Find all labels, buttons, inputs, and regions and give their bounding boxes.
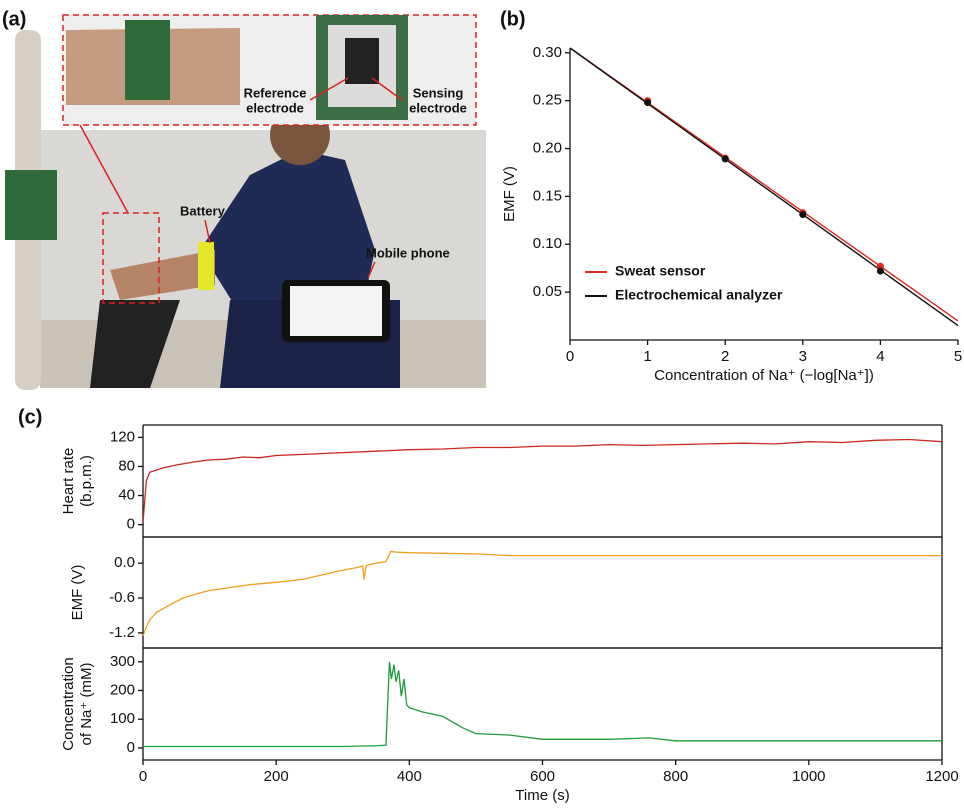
data-point (644, 99, 652, 107)
x-tick-label: 3 (799, 348, 807, 365)
data-point (876, 262, 884, 270)
data-point (799, 211, 807, 219)
zoom-line (79, 124, 129, 214)
x-tick-label: 4 (876, 348, 884, 365)
y-tick-label: 0.30 (533, 44, 562, 61)
x-tick-label: 0 (139, 768, 147, 785)
arrow (371, 77, 403, 101)
x-tick-label: 600 (530, 768, 555, 785)
panel-label: (b) (500, 8, 526, 30)
inset-electrodes (345, 38, 379, 84)
data-line (143, 661, 942, 748)
y-axis-label: EMF (V) (69, 565, 86, 621)
legend-label: Sweat sensor (615, 263, 706, 279)
y-tick-label: 0.05 (533, 283, 562, 300)
y-axis-label: Concentration (60, 657, 77, 750)
panel-label: (c) (18, 406, 42, 428)
y-tick-label: 0 (127, 739, 135, 756)
watch-board (5, 170, 57, 240)
x-tick-label: 0 (566, 348, 574, 365)
arrow (309, 77, 349, 101)
y-tick-label: 40 (118, 487, 135, 504)
y-axis-label: EMF (V) (501, 166, 518, 222)
battery-band (198, 242, 214, 290)
phone-screen (290, 286, 382, 336)
data-point (721, 155, 729, 163)
y-tick-label: 100 (110, 710, 135, 727)
data-line (142, 438, 943, 523)
arm (110, 250, 215, 300)
annotation: electrode (246, 100, 304, 115)
y-axis-label: of Na⁺ (mM) (78, 663, 95, 746)
y-tick-label: -1.2 (109, 624, 135, 641)
x-tick-label: 200 (264, 768, 289, 785)
y-tick-label: 300 (110, 653, 135, 670)
bike (90, 300, 180, 388)
y-tick-label: 200 (110, 681, 135, 698)
arrow (367, 261, 376, 279)
x-tick-label: 1000 (792, 768, 825, 785)
data-point (876, 267, 884, 275)
y-axis-label: Heart rate (60, 448, 77, 515)
y-tick-label: 80 (118, 457, 135, 474)
x-tick-label: 400 (397, 768, 422, 785)
x-tick-label: 5 (954, 348, 962, 365)
inset-board (125, 20, 170, 100)
y-tick-label: 0.25 (533, 92, 562, 109)
y-tick-label: 0.0 (114, 554, 135, 571)
annotation: Mobile phone (366, 245, 450, 260)
annotation: electrode (409, 100, 467, 115)
y-tick-label: 0.10 (533, 235, 562, 252)
zoom-box (102, 212, 160, 304)
data-line (569, 47, 959, 327)
annotation: Battery (180, 203, 226, 218)
data-line (142, 550, 942, 637)
legend-label: Electrochemical analyzer (615, 287, 783, 303)
x-tick-label: 2 (721, 348, 729, 365)
y-axis-label: (b.p.m.) (78, 455, 95, 507)
x-tick-label: 1200 (925, 768, 958, 785)
x-axis-label: Time (s) (515, 787, 569, 804)
photo: (a) Reference electrode Sensing electrod… (0, 8, 486, 390)
arrow (204, 219, 211, 244)
y-tick-label: -0.6 (109, 589, 135, 606)
panel-label: (a) (2, 8, 26, 30)
annotation: Reference (244, 85, 307, 100)
y-tick-label: 0.15 (533, 187, 562, 204)
x-tick-label: 1 (643, 348, 651, 365)
y-tick-label: 0.20 (533, 139, 562, 156)
annotation: Sensing (413, 85, 464, 100)
y-tick-label: 120 (110, 428, 135, 445)
y-tick-label: 0 (127, 516, 135, 533)
x-axis-label: Concentration of Na⁺ (−log[Na⁺]) (654, 367, 874, 384)
x-tick-label: 800 (663, 768, 688, 785)
